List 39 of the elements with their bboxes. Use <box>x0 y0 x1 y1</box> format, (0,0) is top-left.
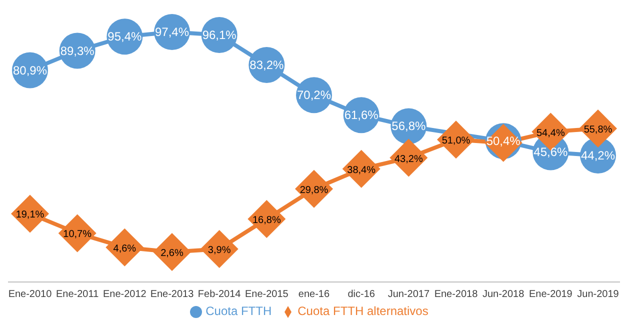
x-tick-label: dic-16 <box>348 289 376 300</box>
x-tick-label: ene-16 <box>298 289 330 300</box>
data-label: 3,9% <box>208 244 231 256</box>
data-label: 29,8% <box>300 184 328 196</box>
data-label: 97,4% <box>154 25 190 39</box>
x-tick-label: Ene-2012 <box>102 289 147 300</box>
data-label: 83,2% <box>250 58 284 72</box>
x-tick-label: Ene-2011 <box>56 289 100 300</box>
x-tick-label: Jun-2019 <box>577 289 620 300</box>
data-label: 38,4% <box>347 164 376 176</box>
x-tick-label: Jun-2017 <box>388 289 430 300</box>
data-label: 50,4% <box>486 134 521 148</box>
data-label: 10,7% <box>63 229 92 240</box>
data-label: 89,3% <box>60 44 95 58</box>
data-label: 54,4% <box>536 128 565 139</box>
data-label: 55,8% <box>584 124 612 136</box>
x-tick-label: Ene-2019 <box>528 289 573 300</box>
data-label: 19,1% <box>16 210 44 221</box>
legend-label: Cuota FTTH alternativos <box>298 304 428 318</box>
data-label: 45,6% <box>534 145 568 160</box>
x-tick-label: Ene-2010 <box>8 289 52 300</box>
data-label: 61,6% <box>344 108 379 122</box>
data-label: 70,2% <box>296 88 332 102</box>
data-label: 96,1% <box>202 28 237 42</box>
data-label: 16,8% <box>252 215 281 226</box>
data-label: 4,6% <box>113 243 136 254</box>
data-label: 95,4% <box>108 30 142 44</box>
x-tick-label: Feb-2014 <box>198 289 242 300</box>
data-label: 43,2% <box>394 154 423 165</box>
x-tick-label: Jun-2018 <box>482 289 525 300</box>
x-tick-label: Ene-2018 <box>434 289 478 300</box>
x-tick-label: Ene-2013 <box>150 289 194 300</box>
data-label: 51,0% <box>442 136 470 147</box>
data-label: 44,2% <box>580 148 616 162</box>
x-tick-label: Ene-2015 <box>244 289 289 300</box>
legend-label: Cuota FTTH <box>206 304 272 318</box>
data-label: 80,9% <box>12 63 48 78</box>
data-label: 2,6% <box>160 248 184 259</box>
data-label: 56,8% <box>392 119 426 134</box>
